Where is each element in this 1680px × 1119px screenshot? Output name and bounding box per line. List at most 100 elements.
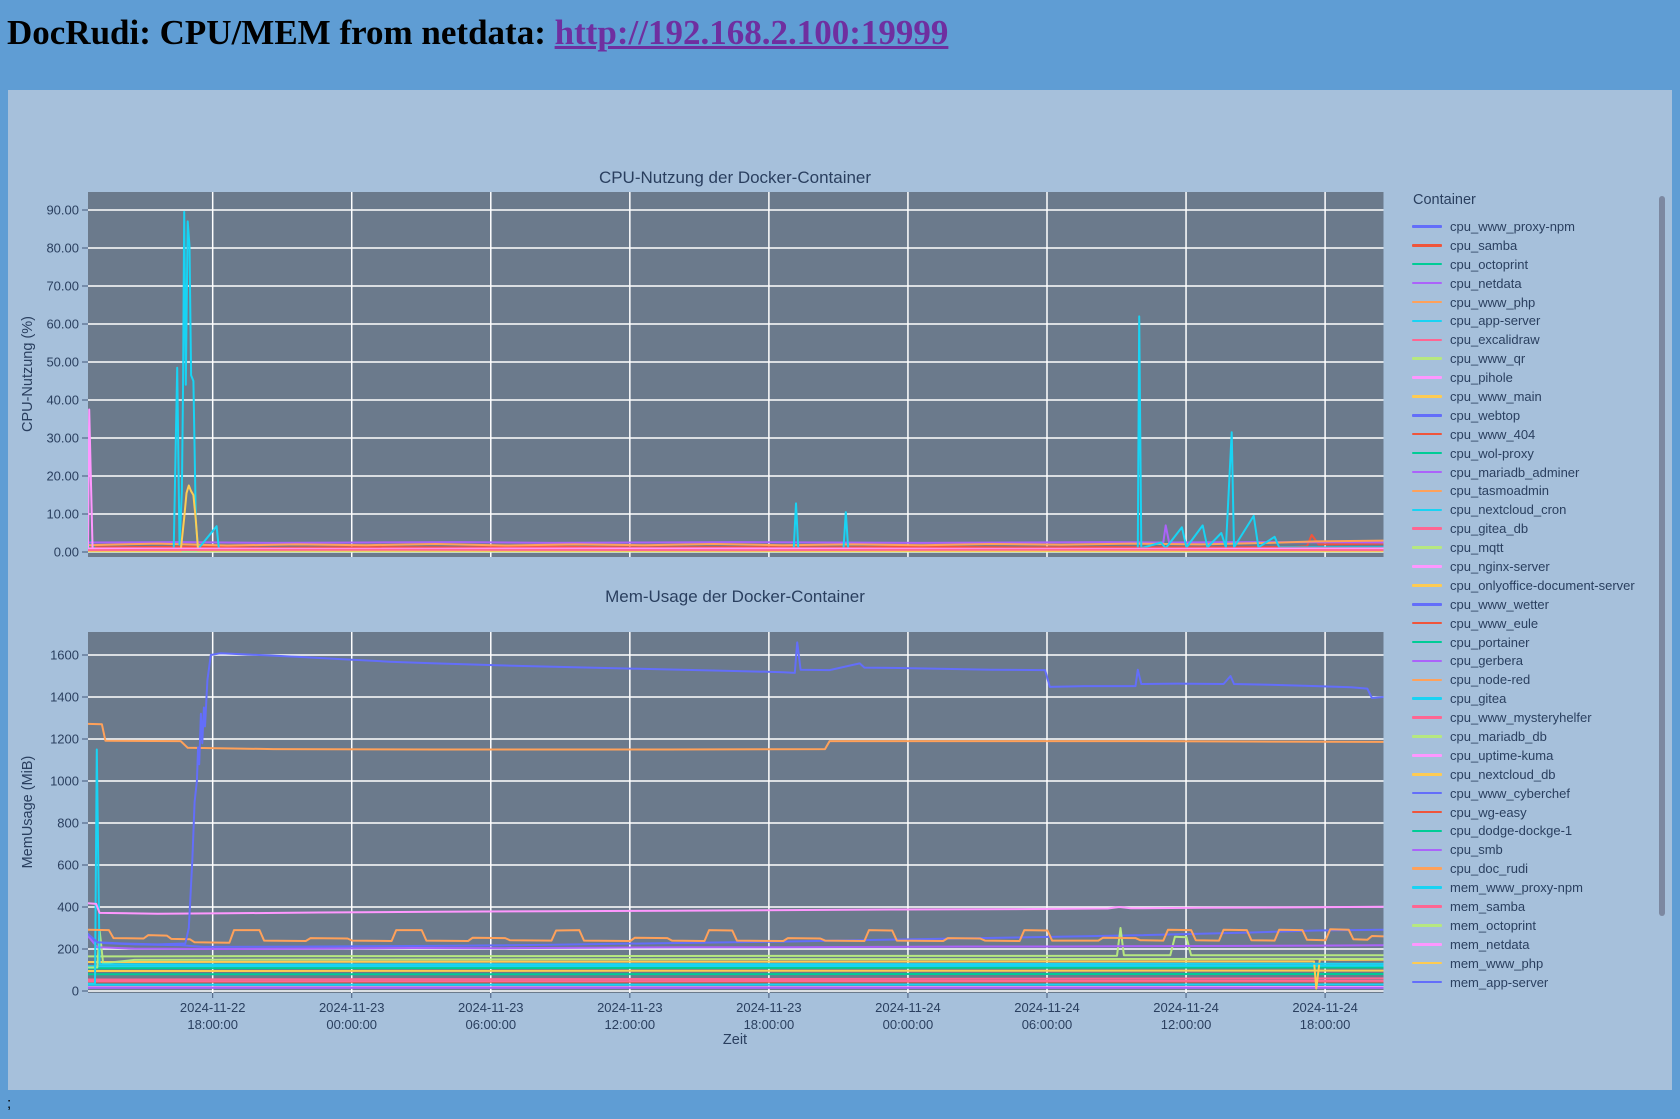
tick-label: 1600 bbox=[50, 648, 79, 663]
legend-item-cpu_www_php[interactable]: cpu_www_php bbox=[1412, 293, 1664, 312]
legend-label: cpu_pihole bbox=[1450, 370, 1513, 385]
legend-item-cpu_www_mysteryhelfer[interactable]: cpu_www_mysteryhelfer bbox=[1412, 708, 1664, 727]
legend-swatch-cpu_nginx-server bbox=[1412, 565, 1442, 568]
legend-item-mem_www_proxy-npm[interactable]: mem_www_proxy-npm bbox=[1412, 878, 1664, 897]
page-title: DocRudi: CPU/MEM from netdata: http://19… bbox=[7, 10, 1680, 56]
legend-item-cpu_pihole[interactable]: cpu_pihole bbox=[1412, 368, 1664, 387]
tick-label: 2024-11-24 bbox=[1153, 1000, 1219, 1015]
legend-item-cpu_excalidraw[interactable]: cpu_excalidraw bbox=[1412, 330, 1664, 349]
legend-swatch-mem_www_proxy-npm bbox=[1412, 886, 1442, 889]
legend-swatch-cpu_www_main bbox=[1412, 395, 1442, 398]
cpu-chart-title: CPU-Nutzung der Docker-Container bbox=[385, 168, 1085, 188]
legend-label: mem_octoprint bbox=[1450, 918, 1536, 933]
legend-label: mem_www_php bbox=[1450, 956, 1543, 971]
tick-label: 1000 bbox=[50, 774, 79, 789]
legend-item-cpu_www_eule[interactable]: cpu_www_eule bbox=[1412, 614, 1664, 633]
legend-swatch-cpu_dodge-dockge-1 bbox=[1412, 830, 1442, 833]
legend-item-cpu_gitea_db[interactable]: cpu_gitea_db bbox=[1412, 519, 1664, 538]
page-title-text: DocRudi: CPU/MEM from netdata: bbox=[7, 13, 555, 52]
legend-swatch-cpu_samba bbox=[1412, 244, 1442, 247]
legend-swatch-cpu_mariadb_adminer bbox=[1412, 471, 1442, 474]
legend-swatch-cpu_www_eule bbox=[1412, 622, 1442, 625]
legend-scrollbar-thumb[interactable] bbox=[1659, 196, 1665, 916]
legend-item-cpu_node-red[interactable]: cpu_node-red bbox=[1412, 670, 1664, 689]
netdata-link[interactable]: http://192.168.2.100:19999 bbox=[555, 13, 949, 52]
legend-label: cpu_wol-proxy bbox=[1450, 446, 1534, 461]
legend-item-cpu_uptime-kuma[interactable]: cpu_uptime-kuma bbox=[1412, 746, 1664, 765]
legend-item-cpu_netdata[interactable]: cpu_netdata bbox=[1412, 274, 1664, 293]
cpu-plot-bg[interactable] bbox=[88, 192, 1384, 557]
legend-item-cpu_portainer[interactable]: cpu_portainer bbox=[1412, 633, 1664, 652]
tick-label: 0 bbox=[72, 984, 79, 999]
legend-label: cpu_mariadb_db bbox=[1450, 729, 1547, 744]
legend-item-cpu_gerbera[interactable]: cpu_gerbera bbox=[1412, 651, 1664, 670]
legend-item-mem_octoprint[interactable]: mem_octoprint bbox=[1412, 916, 1664, 935]
tick-label: 0.00 bbox=[54, 545, 79, 560]
legend-label: cpu_webtop bbox=[1450, 408, 1520, 423]
mem-plot-area[interactable]: 020040060080010001200140016002024-11-221… bbox=[50, 632, 1383, 1032]
legend-item-cpu_octoprint[interactable]: cpu_octoprint bbox=[1412, 255, 1664, 274]
legend-item-cpu_www_wetter[interactable]: cpu_www_wetter bbox=[1412, 595, 1664, 614]
legend-swatch-cpu_tasmoadmin bbox=[1412, 490, 1442, 493]
legend-item-cpu_www_main[interactable]: cpu_www_main bbox=[1412, 387, 1664, 406]
legend-label: cpu_www_main bbox=[1450, 389, 1542, 404]
legend-item-cpu_smb[interactable]: cpu_smb bbox=[1412, 840, 1664, 859]
legend-label: cpu_nginx-server bbox=[1450, 559, 1550, 574]
tick-label: 80.00 bbox=[46, 241, 79, 256]
legend-label: cpu_www_mysteryhelfer bbox=[1450, 710, 1592, 725]
legend-item-cpu_onlyoffice-document-server[interactable]: cpu_onlyoffice-document-server bbox=[1412, 576, 1664, 595]
legend-label: cpu_tasmoadmin bbox=[1450, 483, 1549, 498]
legend-item-mem_samba[interactable]: mem_samba bbox=[1412, 897, 1664, 916]
tick-label: 400 bbox=[57, 900, 79, 915]
legend-swatch-mem_netdata bbox=[1412, 943, 1442, 946]
tick-label: 12:00:00 bbox=[1161, 1017, 1212, 1032]
tick-label: 50.00 bbox=[46, 355, 79, 370]
legend-item-cpu_app-server[interactable]: cpu_app-server bbox=[1412, 311, 1664, 330]
cpu-plot-area[interactable]: 0.0010.0020.0030.0040.0050.0060.0070.008… bbox=[46, 192, 1383, 560]
tick-label: 2024-11-24 bbox=[1292, 1000, 1358, 1015]
legend-item-cpu_www_cyberchef[interactable]: cpu_www_cyberchef bbox=[1412, 784, 1664, 803]
mem-y-axis-label: MemUsage (MiB) bbox=[20, 702, 36, 922]
legend-item-cpu_nextcloud_db[interactable]: cpu_nextcloud_db bbox=[1412, 765, 1664, 784]
series-mem_mariadb_db[interactable] bbox=[88, 968, 1384, 969]
legend-swatch-cpu_gitea_db bbox=[1412, 527, 1442, 530]
mem-chart-title: Mem-Usage der Docker-Container bbox=[385, 587, 1085, 607]
tick-label: 18:00:00 bbox=[744, 1017, 795, 1032]
legend-item-cpu_mariadb_adminer[interactable]: cpu_mariadb_adminer bbox=[1412, 463, 1664, 482]
tick-label: 20.00 bbox=[46, 469, 79, 484]
legend-swatch-cpu_www_cyberchef bbox=[1412, 792, 1442, 795]
tick-label: 70.00 bbox=[46, 279, 79, 294]
legend-item-cpu_wg-easy[interactable]: cpu_wg-easy bbox=[1412, 803, 1664, 822]
legend-item-cpu_gitea[interactable]: cpu_gitea bbox=[1412, 689, 1664, 708]
legend-item-cpu_www_404[interactable]: cpu_www_404 bbox=[1412, 425, 1664, 444]
legend-item-cpu_doc_rudi[interactable]: cpu_doc_rudi bbox=[1412, 859, 1664, 878]
legend-item-cpu_nextcloud_cron[interactable]: cpu_nextcloud_cron bbox=[1412, 500, 1664, 519]
legend-label: cpu_gitea_db bbox=[1450, 521, 1528, 536]
legend-item-cpu_samba[interactable]: cpu_samba bbox=[1412, 236, 1664, 255]
legend-item-cpu_wol-proxy[interactable]: cpu_wol-proxy bbox=[1412, 444, 1664, 463]
legend-item-cpu_tasmoadmin[interactable]: cpu_tasmoadmin bbox=[1412, 481, 1664, 500]
tick-label: 06:00:00 bbox=[1022, 1017, 1073, 1032]
legend-item-cpu_www_qr[interactable]: cpu_www_qr bbox=[1412, 349, 1664, 368]
legend-swatch-cpu_netdata bbox=[1412, 282, 1442, 285]
tick-label: 40.00 bbox=[46, 393, 79, 408]
legend-label: cpu_smb bbox=[1450, 842, 1503, 857]
legend-item-cpu_mariadb_db[interactable]: cpu_mariadb_db bbox=[1412, 727, 1664, 746]
legend-item-cpu_mqtt[interactable]: cpu_mqtt bbox=[1412, 538, 1664, 557]
legend-item-cpu_dodge-dockge-1[interactable]: cpu_dodge-dockge-1 bbox=[1412, 822, 1664, 841]
tick-label: 2024-11-23 bbox=[319, 1000, 385, 1015]
legend-item-cpu_nginx-server[interactable]: cpu_nginx-server bbox=[1412, 557, 1664, 576]
tick-label: 18:00:00 bbox=[187, 1017, 238, 1032]
legend-item-cpu_webtop[interactable]: cpu_webtop bbox=[1412, 406, 1664, 425]
legend-swatch-cpu_nextcloud_db bbox=[1412, 773, 1442, 776]
legend-swatch-cpu_doc_rudi bbox=[1412, 867, 1442, 870]
legend-item-mem_app-server[interactable]: mem_app-server bbox=[1412, 973, 1664, 992]
page-header: DocRudi: CPU/MEM from netdata: http://19… bbox=[7, 10, 1680, 72]
legend-label: cpu_portainer bbox=[1450, 635, 1530, 650]
legend-item-mem_www_php[interactable]: mem_www_php bbox=[1412, 954, 1664, 973]
legend-item-mem_netdata[interactable]: mem_netdata bbox=[1412, 935, 1664, 954]
legend-item-cpu_www_proxy-npm[interactable]: cpu_www_proxy-npm bbox=[1412, 217, 1664, 236]
legend-label: cpu_octoprint bbox=[1450, 257, 1528, 272]
series-mem_samba[interactable] bbox=[88, 978, 1384, 979]
